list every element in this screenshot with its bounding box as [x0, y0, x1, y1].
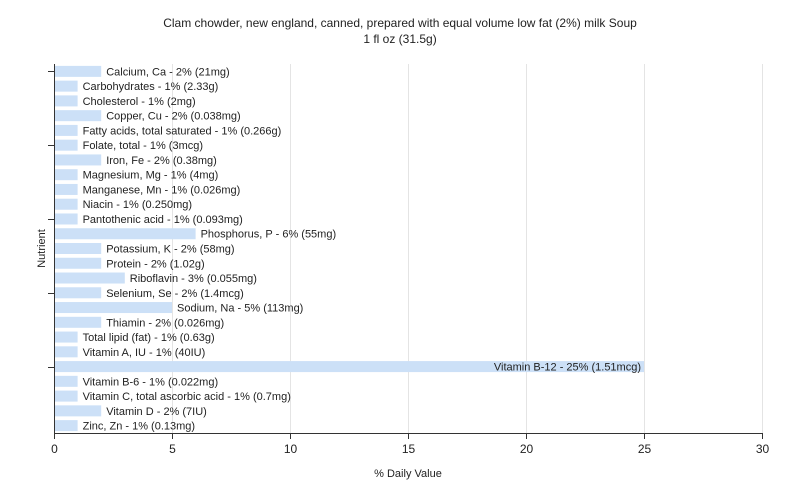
bar-label: Magnesium, Mg - 1% (4mg): [83, 170, 219, 182]
bar: [54, 420, 78, 432]
bar: [54, 183, 78, 195]
bar-label: Selenium, Se - 2% (1.4mcg): [106, 288, 244, 300]
bar-label: Folate, total - 1% (3mcg): [83, 140, 203, 152]
bar-label: Phosphorus, P - 6% (55mg): [201, 229, 337, 241]
bar-label: Total lipid (fat) - 1% (0.63g): [83, 332, 215, 344]
x-tick-label: 25: [638, 442, 652, 456]
bar: [54, 346, 78, 358]
bar-label: Thiamin - 2% (0.026mg): [106, 317, 224, 329]
bar: [54, 375, 78, 387]
bar: [54, 257, 102, 269]
bar-label: Vitamin D - 2% (7IU): [106, 406, 207, 418]
x-tick-label: 5: [169, 442, 176, 456]
bar-label: Sodium, Na - 5% (113mg): [177, 303, 303, 315]
bar-label: Niacin - 1% (0.250mg): [83, 199, 192, 211]
bar-label: Riboflavin - 3% (0.055mg): [130, 273, 257, 285]
bar-label: Iron, Fe - 2% (0.38mg): [106, 155, 217, 167]
bar: [54, 316, 102, 328]
bar: [54, 361, 644, 373]
bar-label: Vitamin A, IU - 1% (40IU): [83, 347, 206, 359]
x-tick-label: 15: [402, 442, 416, 456]
chart-title: Clam chowder, new england, canned, prepa…: [163, 16, 637, 30]
bar: [54, 65, 102, 77]
bar: [54, 139, 78, 151]
x-tick-label: 0: [51, 442, 58, 456]
bar: [54, 243, 102, 254]
bar-label: Copper, Cu - 2% (0.038mg): [106, 111, 241, 123]
bar-label: Protein - 2% (1.02g): [106, 258, 204, 270]
y-axis-title: Nutrient: [36, 229, 48, 268]
bar: [54, 390, 78, 402]
x-tick-label: 10: [284, 442, 298, 456]
bar: [54, 331, 78, 343]
x-tick-label: 20: [520, 442, 534, 456]
bar: [54, 169, 78, 181]
bar: [54, 95, 78, 107]
chart-subtitle: 1 fl oz (31.5g): [363, 32, 437, 46]
bar-label: Vitamin B-12 - 25% (1.51mcg): [494, 362, 641, 374]
bar-label: Manganese, Mn - 1% (0.026mg): [83, 184, 241, 196]
bar-label: Pantothenic acid - 1% (0.093mg): [83, 214, 243, 226]
bar: [54, 287, 102, 299]
bar: [54, 198, 78, 210]
bar: [54, 110, 102, 122]
bar-label: Calcium, Ca - 2% (21mg): [106, 66, 229, 78]
bar-label: Zinc, Zn - 1% (0.13mg): [83, 421, 195, 433]
x-tick-label: 30: [756, 442, 770, 456]
bar: [54, 272, 125, 284]
bar: [54, 154, 102, 166]
bar: [54, 405, 102, 417]
bar: [54, 228, 196, 240]
bar-label: Cholesterol - 1% (2mg): [83, 96, 196, 108]
bar: [54, 213, 78, 225]
bar-label: Fatty acids, total saturated - 1% (0.266…: [83, 125, 282, 137]
bar-label: Vitamin B-6 - 1% (0.022mg): [83, 376, 219, 388]
bar-label: Potassium, K - 2% (58mg): [106, 244, 234, 256]
x-axis-title: % Daily Value: [374, 468, 442, 480]
bar: [54, 124, 78, 136]
bar-label: Carbohydrates - 1% (2.33g): [83, 81, 219, 93]
bar: [54, 80, 78, 92]
bar-label: Vitamin C, total ascorbic acid - 1% (0.7…: [83, 391, 291, 403]
bar: [54, 302, 172, 314]
